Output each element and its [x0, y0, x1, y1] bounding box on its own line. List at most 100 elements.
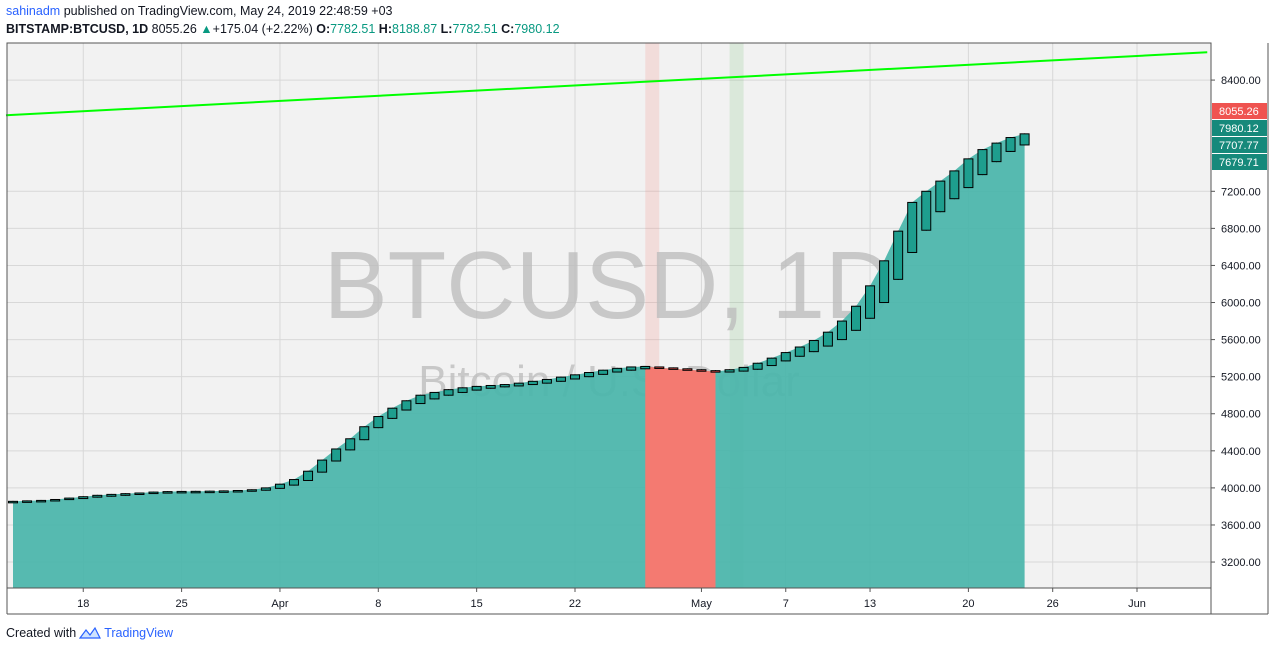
candle [331, 448, 342, 462]
x-tick-label: Jun [1128, 598, 1146, 610]
author-link[interactable]: sahinadm [6, 4, 61, 18]
x-tick-label: May [691, 598, 712, 610]
candle [148, 491, 159, 495]
candle [794, 346, 805, 357]
candle [668, 367, 679, 370]
x-tick-label: 7 [783, 598, 789, 610]
low-value: 7782.51 [452, 22, 498, 36]
candle [696, 369, 707, 372]
candle [50, 498, 61, 502]
tradingview-logo-icon [79, 626, 102, 639]
candle [991, 142, 1002, 163]
created-with-text: Created with [6, 626, 77, 640]
price-label: 7707.77 [1219, 140, 1259, 152]
y-tick-label: 3600.00 [1221, 520, 1261, 532]
candle [218, 490, 229, 493]
watermark-symbol: BTCUSD, 1D [324, 232, 895, 339]
y-tick-label: 8400.00 [1221, 75, 1261, 87]
candle [22, 500, 33, 503]
publish-text: published on TradingView.com, May 24, 20… [63, 4, 393, 18]
symbol-name: BITSTAMP:BTCUSD, 1D [6, 22, 149, 36]
low-label: L: [440, 22, 453, 36]
candle [1019, 133, 1030, 146]
candle [1005, 137, 1016, 152]
y-tick-label: 7200.00 [1221, 186, 1261, 198]
candle [471, 385, 482, 391]
candle [176, 490, 187, 494]
x-tick-label: 22 [569, 598, 581, 610]
candle [541, 378, 552, 384]
x-tick-label: 13 [864, 598, 876, 610]
candle [190, 490, 201, 494]
high-label: H: [378, 22, 392, 36]
candle [893, 230, 904, 280]
y-tick-label: 4800.00 [1221, 409, 1261, 421]
x-tick-label: 25 [175, 598, 187, 610]
open-value: 7782.51 [330, 22, 376, 36]
candle [738, 366, 749, 372]
candle [555, 376, 566, 382]
candle [836, 320, 847, 341]
candle [289, 479, 299, 486]
candle [373, 416, 384, 429]
candle [710, 370, 721, 373]
candle [204, 490, 215, 494]
trend-line [5, 51, 1208, 117]
close-label: C: [501, 22, 515, 36]
candle [977, 149, 988, 176]
candle [570, 374, 580, 380]
candle [429, 391, 440, 400]
candle [106, 493, 117, 497]
candle [865, 285, 876, 319]
candle [78, 496, 89, 500]
price-label-bg [1212, 137, 1267, 153]
candle [822, 331, 833, 347]
y-tick-label: 6400.00 [1221, 260, 1261, 272]
symbol-info: BITSTAMP:BTCUSD, 1D 8055.26 ▲+175.04 (+2… [6, 22, 560, 36]
candle [808, 340, 819, 353]
price-change: +175.04 (+2.22%) [212, 22, 313, 36]
candle [879, 260, 890, 304]
x-tick-label: 20 [962, 598, 974, 610]
candle [907, 201, 918, 253]
candle [317, 459, 328, 473]
candle [457, 387, 468, 393]
tradingview-brand[interactable]: TradingView [104, 626, 173, 640]
candle [598, 369, 609, 375]
candle [387, 407, 398, 419]
candle [513, 382, 524, 387]
candle [345, 438, 356, 451]
candle [443, 389, 454, 396]
candle [415, 394, 426, 405]
candle [92, 494, 103, 498]
candle [499, 384, 510, 388]
candle [752, 362, 763, 370]
red-area-band [645, 366, 716, 588]
last-price: 8055.26 [151, 22, 197, 36]
candle [949, 170, 960, 200]
candle [36, 499, 47, 503]
y-tick-label: 5200.00 [1221, 372, 1261, 384]
candle [359, 426, 370, 441]
candle [232, 489, 243, 493]
candle [963, 158, 974, 189]
close-value: 7980.12 [514, 22, 560, 36]
candle [120, 493, 131, 496]
candle [935, 180, 946, 213]
candle [682, 368, 693, 371]
price-label-bg [1212, 154, 1267, 170]
y-tick-label: 3200.00 [1221, 557, 1261, 569]
x-tick-label: 18 [77, 598, 89, 610]
candle [780, 352, 791, 362]
high-value: 8188.87 [392, 22, 438, 36]
y-tick-label: 4000.00 [1221, 483, 1261, 495]
price-label-bg [1212, 103, 1267, 119]
price-label: 7679.71 [1219, 157, 1259, 169]
candle [654, 366, 665, 369]
x-tick-label: 26 [1047, 598, 1059, 610]
y-tick-label: 5600.00 [1221, 335, 1261, 347]
x-tick-label: 8 [375, 598, 381, 610]
candle [766, 357, 777, 367]
candle [64, 497, 75, 501]
